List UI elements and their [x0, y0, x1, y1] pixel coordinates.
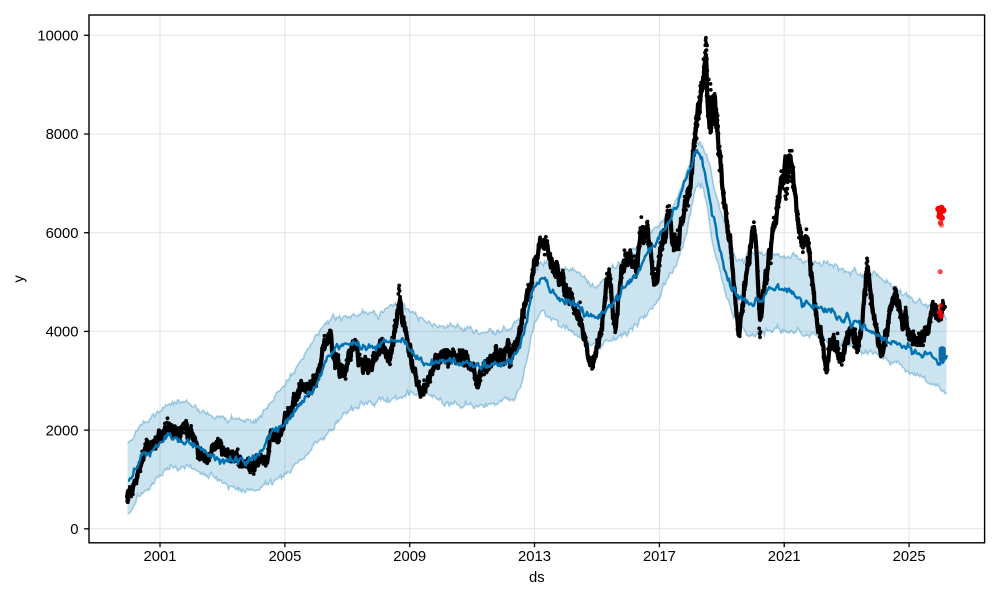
svg-text:2013: 2013 [518, 549, 551, 565]
svg-text:2021: 2021 [768, 549, 801, 565]
svg-text:2025: 2025 [893, 549, 926, 565]
svg-text:10000: 10000 [37, 29, 78, 45]
svg-text:y: y [12, 275, 28, 283]
svg-text:2001: 2001 [144, 549, 177, 565]
svg-text:4000: 4000 [46, 325, 79, 341]
svg-text:6000: 6000 [46, 226, 79, 242]
svg-text:2017: 2017 [643, 549, 676, 565]
svg-text:2009: 2009 [393, 549, 426, 565]
svg-text:0: 0 [70, 522, 78, 538]
svg-text:2005: 2005 [268, 549, 301, 565]
svg-text:ds: ds [529, 570, 545, 586]
svg-text:8000: 8000 [46, 127, 79, 143]
svg-text:2000: 2000 [46, 423, 79, 439]
